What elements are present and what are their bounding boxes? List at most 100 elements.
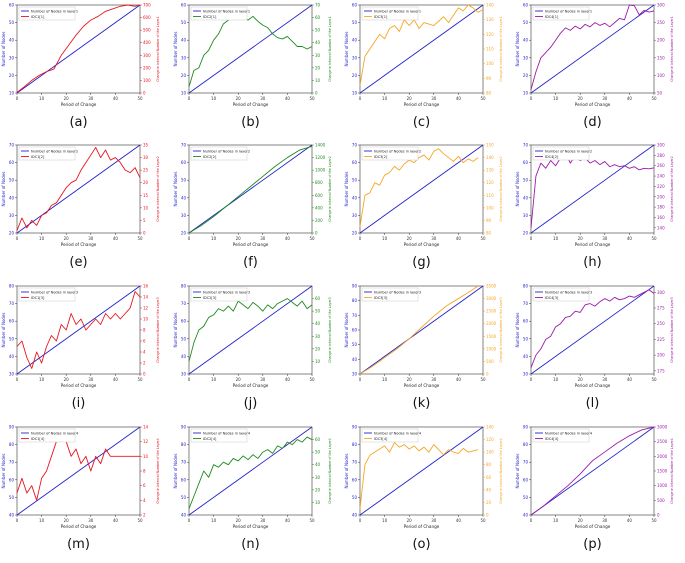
y-tick-label: 20 — [181, 231, 187, 236]
y-tick-label: 30 — [352, 55, 358, 60]
x-tick-label: 10 — [211, 377, 217, 382]
x-tick-label: 20 — [407, 377, 413, 382]
y-tick-label: 60 — [523, 160, 529, 165]
legend-label-interval: IDC1[2] — [31, 155, 45, 159]
y2-tick-label: 100 — [486, 450, 494, 455]
legend-label-nodes: Number of Nodes in layer1 — [374, 9, 421, 13]
chart-panel-n: 0 10 20 30 40 50 40 50 60 70 80 90 10 20 30 40 50 60 Perio… — [173, 425, 332, 553]
x-tick-label: 20 — [407, 236, 413, 241]
y-tick-label: 40 — [9, 513, 15, 518]
legend-box — [361, 287, 419, 302]
x-axis-label: Period of Change — [233, 102, 269, 107]
x-tick-label: 50 — [137, 236, 143, 241]
panel-caption: (d) — [583, 115, 601, 130]
y-axis-label: Number of Nodes — [173, 32, 178, 67]
x-tick-label: 10 — [553, 236, 559, 241]
x-tick-label: 40 — [285, 236, 291, 241]
x-tick-label: 30 — [88, 377, 94, 382]
legend-label-interval: IDC4[2] — [545, 155, 559, 159]
x-tick-label: 10 — [39, 518, 45, 523]
y-tick-label: 70 — [9, 460, 15, 465]
series-line-nodes — [530, 285, 655, 375]
y2-tick-label: 12 — [143, 306, 149, 311]
y-axis-label: Number of Nodes — [515, 313, 520, 348]
x-tick-label: 10 — [382, 377, 388, 382]
legend-box — [361, 146, 419, 161]
y2-tick-label: 110 — [486, 47, 494, 52]
y-tick-label: 60 — [523, 3, 529, 8]
x-tick-label: 30 — [431, 377, 437, 382]
y2-tick-label: 1500 — [657, 469, 668, 474]
x-tick-label: 20 — [236, 377, 242, 382]
y-tick-label: 50 — [523, 20, 529, 25]
y-tick-label: 40 — [9, 38, 15, 43]
y2-tick-label: 0 — [657, 513, 660, 518]
y-tick-label: 40 — [352, 195, 358, 200]
x-tick-label: 40 — [627, 96, 633, 101]
y2-tick-label: 200 — [657, 353, 665, 358]
y2-tick-label: 300 — [143, 53, 151, 58]
y2-tick-label: 3500 — [486, 284, 497, 289]
x-tick-label: 20 — [236, 96, 242, 101]
y-tick-label: 40 — [352, 357, 358, 362]
x-tick-label: 50 — [309, 96, 315, 101]
y2-tick-label: 225 — [657, 337, 665, 342]
y2-tick-label: 70 — [315, 3, 321, 8]
y2-tick-label: 300 — [657, 290, 665, 295]
y-tick-label: 40 — [181, 513, 187, 518]
y2-tick-label: 4 — [143, 498, 146, 503]
y2-tick-label: 3000 — [486, 296, 497, 301]
y2-tick-label: 600 — [143, 15, 151, 20]
y2-tick-label: 500 — [657, 498, 665, 503]
y-tick-label: 60 — [9, 319, 15, 324]
y2-tick-label: 10 — [315, 78, 321, 83]
chart-panel-h: 0 10 20 30 40 50 20 30 40 50 60 70 140 160 180 200 220 24… — [515, 143, 674, 271]
x-axis-label: Period of Change — [233, 242, 269, 247]
x-tick-label: 50 — [651, 96, 657, 101]
y-axis-label: Number of Nodes — [344, 32, 349, 67]
legend-label-nodes: Number of Nodes in layer3 — [374, 290, 421, 294]
y2-tick-label: 160 — [657, 215, 665, 220]
y2-tick-label: 0 — [315, 91, 318, 96]
x-axis-label: Period of Change — [61, 102, 97, 107]
legend-label-interval: IDC2[1] — [203, 15, 217, 19]
x-axis-label: Period of Change — [575, 242, 611, 247]
y2-tick-label: 30 — [315, 334, 321, 339]
y2-tick-label: 90 — [486, 218, 492, 223]
y-axis-label: Number of Nodes — [1, 313, 6, 348]
legend-label-interval: IDC1[4] — [31, 437, 45, 441]
legend-label-nodes: Number of Nodes in layer2 — [545, 149, 592, 153]
x-axis-label: Period of Change — [404, 242, 440, 247]
y-tick-label: 20 — [9, 231, 15, 236]
x-tick-label: 10 — [553, 518, 559, 523]
legend-label-interval: IDC4[3] — [545, 296, 559, 300]
y2-tick-label: 400 — [315, 205, 323, 210]
y2-axis-label: Change in Interval Number of the Layer2 — [499, 156, 503, 221]
y2-tick-label: 0 — [315, 231, 318, 236]
x-tick-label: 40 — [456, 96, 462, 101]
y-tick-label: 40 — [523, 38, 529, 43]
x-tick-label: 0 — [188, 236, 191, 241]
series-line-interval — [188, 13, 313, 87]
y2-tick-label: 3000 — [657, 425, 668, 430]
y2-tick-label: 8 — [143, 328, 146, 333]
series-line-interval — [188, 298, 313, 362]
x-axis-label: Period of Change — [404, 524, 440, 529]
y-tick-label: 90 — [352, 425, 358, 430]
x-tick-label: 20 — [407, 518, 413, 523]
legend-label-nodes: Number of Nodes in layer4 — [545, 431, 593, 435]
legend-label-interval: IDC4[4] — [545, 437, 559, 441]
x-tick-label: 0 — [359, 236, 362, 241]
legend-label-nodes: Number of Nodes in layer3 — [203, 290, 250, 294]
y-tick-label: 40 — [523, 513, 529, 518]
legend-label-nodes: Number of Nodes in layer3 — [545, 290, 592, 294]
y2-tick-label: 500 — [143, 28, 151, 33]
y-tick-label: 30 — [9, 213, 15, 218]
y2-tick-label: 200 — [657, 38, 665, 43]
y2-tick-label: 0 — [143, 231, 146, 236]
x-tick-label: 40 — [285, 96, 291, 101]
y-tick-label: 10 — [9, 91, 15, 96]
legend-box — [18, 428, 76, 443]
y-tick-label: 60 — [9, 477, 15, 482]
y2-tick-label: 80 — [486, 462, 492, 467]
